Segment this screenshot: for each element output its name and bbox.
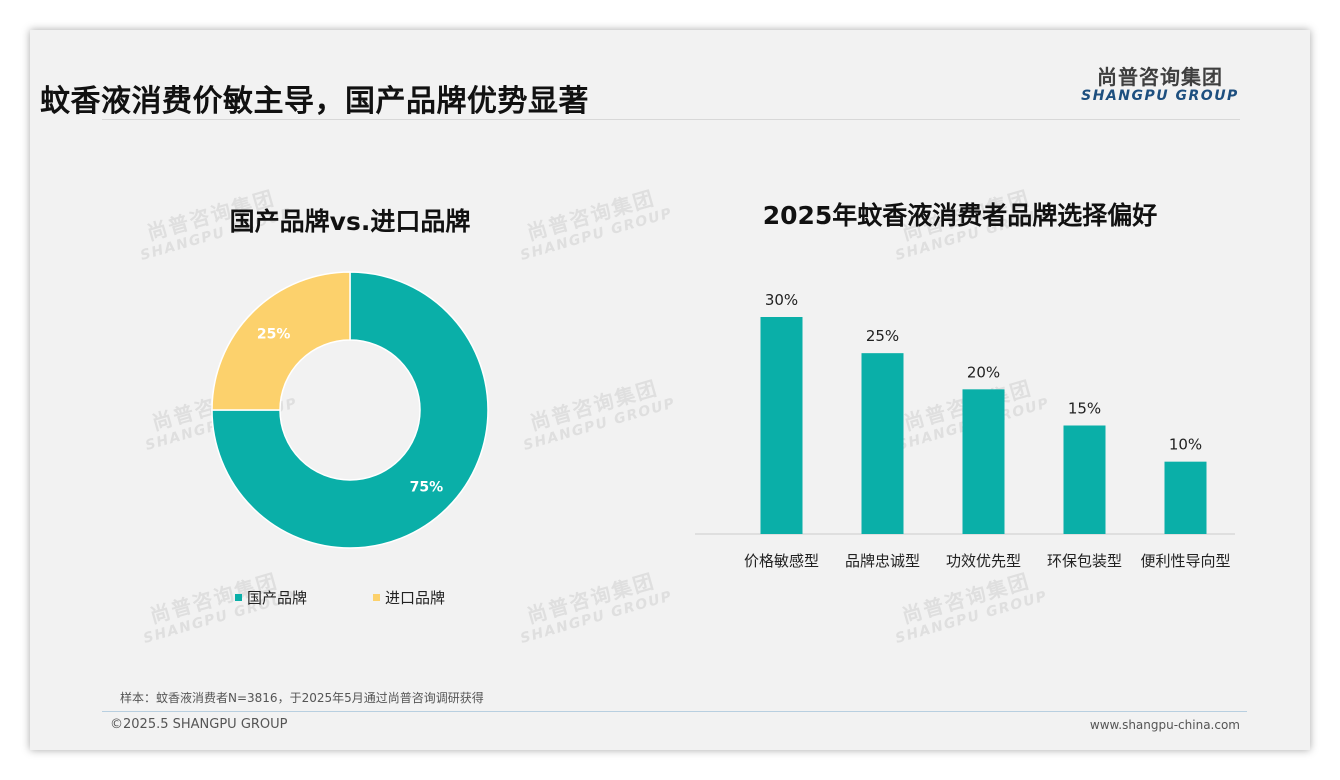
- logo-cn-text: 尚普咨询集团: [1097, 65, 1223, 89]
- bar-value-label-2: 20%: [967, 363, 1000, 381]
- bar-category-label-2: 功效优先型: [946, 552, 1021, 570]
- bar-0: [760, 317, 803, 534]
- sample-note: 样本：蚊香液消费者N=3816，于2025年5月通过尚普咨询调研获得: [120, 691, 484, 705]
- bar-2: [962, 389, 1005, 534]
- slide: 尚普咨询集团 SHANGPU GROUP 尚普咨询集团 SHANGPU GROUP …: [30, 30, 1310, 750]
- bar-4: [1164, 461, 1207, 534]
- legend-item-domestic: 国产品牌: [235, 587, 307, 608]
- donut-slice-1: [211, 271, 351, 411]
- donut-legend: 国产品牌 进口品牌: [235, 587, 445, 608]
- bar-value-label-0: 30%: [765, 291, 798, 309]
- footer-website: www.shangpu-china.com: [1089, 718, 1240, 732]
- legend-swatch-domestic: [235, 594, 242, 601]
- legend-item-imported: 进口品牌: [373, 587, 445, 608]
- logo-en-text: SHANGPU GROUP: [1081, 88, 1239, 104]
- bar-category-label-3: 环保包装型: [1047, 552, 1122, 570]
- bar-1: [861, 353, 904, 534]
- bar-category-label-1: 品牌忠诚型: [845, 552, 920, 570]
- legend-swatch-imported: [373, 594, 381, 601]
- bar-category-label-4: 便利性导向型: [1140, 552, 1230, 570]
- bar-category-label-0: 价格敏感型: [744, 552, 819, 570]
- footer-copyright: ©2025.5 SHANGPU GROUP: [110, 717, 288, 732]
- donut-chart: 75% 25%: [211, 271, 489, 549]
- footer-divider: [102, 711, 1247, 712]
- bar-value-label-3: 15%: [1068, 400, 1101, 418]
- legend-label-domestic: 国产品牌: [247, 589, 308, 607]
- page-title: 蚊香液消费价敏主导，国产品牌优势显著: [40, 84, 589, 119]
- donut-label-1: 25%: [257, 327, 291, 343]
- title-divider: [102, 119, 1240, 120]
- bar-value-label-4: 10%: [1169, 436, 1202, 454]
- donut-label-0: 75%: [410, 479, 444, 495]
- legend-label-imported: 进口品牌: [385, 589, 446, 607]
- bar-value-label-1: 25%: [866, 327, 899, 345]
- bar-chart-title: 2025年蚊香液消费者品牌选择偏好: [762, 201, 1158, 230]
- bar-3: [1063, 425, 1106, 534]
- bar-chart: 30% 价格敏感型 25% 品牌忠诚型 20% 功效优先型 15% 环保包装型 10% 便利性导向…: [695, 291, 1235, 570]
- company-logo: 尚普咨询集团 SHANGPU GROUP: [1080, 66, 1240, 104]
- donut-slice-0: [211, 271, 489, 549]
- donut-chart-title: 国产品牌vs.进口品牌: [229, 207, 471, 236]
